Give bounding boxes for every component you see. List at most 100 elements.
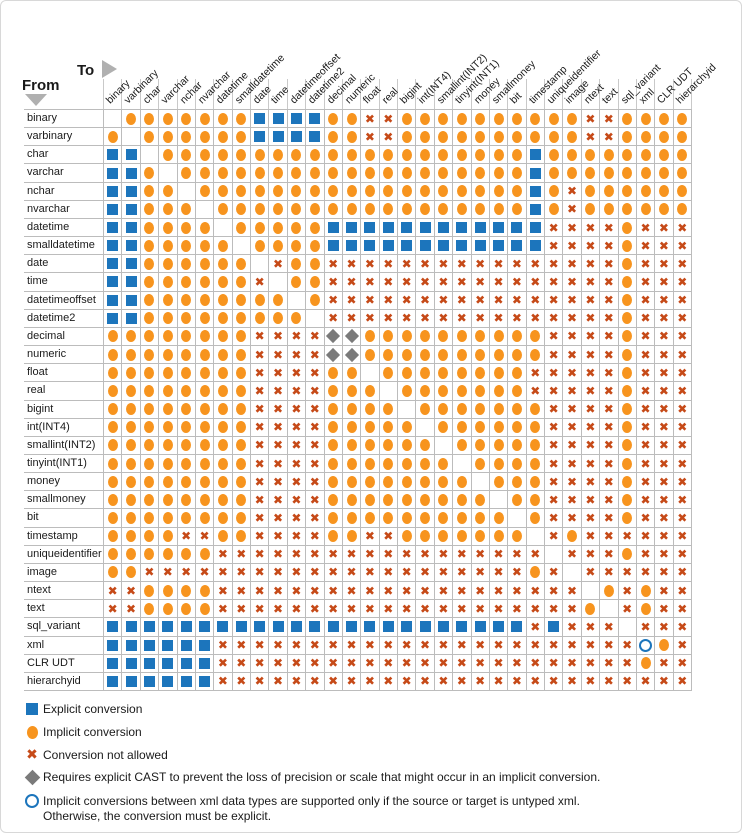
matrix-cell: [233, 382, 250, 399]
explicit-icon: [382, 240, 394, 252]
matrix-cell: [361, 146, 378, 163]
implicit-icon: [511, 348, 522, 361]
matrix-cell: [141, 273, 158, 290]
not-allowed-icon: ✖: [364, 111, 375, 126]
matrix-cell: [122, 183, 139, 200]
not-allowed-icon: ✖: [420, 601, 431, 616]
implicit-icon: [236, 221, 247, 234]
column-tick-line: [323, 79, 325, 109]
matrix-cell: [233, 455, 250, 472]
implicit-icon: [291, 275, 302, 288]
matrix-cell: ✖: [288, 346, 305, 363]
not-allowed-icon: ✖: [217, 674, 228, 689]
matrix-cell: ✖: [490, 310, 507, 327]
matrix-cell: [619, 292, 636, 309]
explicit-icon: [125, 258, 137, 270]
matrix-cell: [251, 110, 268, 127]
implicit-icon: [456, 421, 467, 434]
implicit-icon: [346, 421, 357, 434]
implicit-icon: [456, 130, 467, 143]
matrix-cell: [214, 183, 231, 200]
matrix-cell: ✖: [380, 255, 397, 272]
matrix-cell: ✖: [655, 328, 672, 345]
implicit-icon: [456, 493, 467, 506]
matrix-cell: ✖: [233, 673, 250, 690]
implicit-icon: [364, 512, 375, 525]
not-allowed-icon: ✖: [273, 583, 284, 598]
matrix-cell: [619, 491, 636, 508]
not-allowed-icon: ✖: [254, 674, 265, 689]
matrix-cell: [343, 237, 360, 254]
row-header-timestamp: timestamp: [27, 529, 78, 542]
matrix-cell: [674, 201, 691, 218]
matrix-cell: [361, 346, 378, 363]
matrix-cell: ✖: [674, 546, 691, 563]
matrix-cell: ✖: [251, 364, 268, 381]
not-allowed-icon: ✖: [346, 547, 357, 562]
matrix-cell: ✖: [674, 455, 691, 472]
not-allowed-icon: ✖: [658, 529, 669, 544]
matrix-cell: ✖: [655, 600, 672, 617]
matrix-cell: [233, 183, 250, 200]
not-allowed-icon: ✖: [640, 492, 651, 507]
implicit-icon: [144, 348, 155, 361]
implicit-icon: [346, 130, 357, 143]
matrix-cell: [214, 164, 231, 181]
not-allowed-icon: ✖: [254, 402, 265, 417]
matrix-cell: [453, 419, 470, 436]
matrix-cell: ✖: [545, 528, 562, 545]
matrix-cell: [490, 401, 507, 418]
not-allowed-icon: ✖: [273, 565, 284, 580]
not-allowed-icon: ✖: [548, 238, 559, 253]
matrix-cell: ✖: [563, 673, 580, 690]
not-allowed-icon: ✖: [567, 619, 578, 634]
matrix-cell: ✖: [288, 564, 305, 581]
matrix-cell: ✖: [325, 292, 342, 309]
explicit-icon: [143, 621, 155, 633]
matrix-cell: [196, 128, 213, 145]
matrix-cell: [104, 201, 121, 218]
matrix-cell: ✖: [325, 582, 342, 599]
matrix-cell: ✖: [361, 110, 378, 127]
not-allowed-icon: ✖: [291, 529, 302, 544]
not-allowed-icon: ✖: [383, 129, 394, 144]
matrix-cell: ✖: [655, 655, 672, 672]
matrix-cell: ✖: [435, 310, 452, 327]
not-allowed-icon: ✖: [144, 565, 155, 580]
implicit-icon: [622, 294, 633, 307]
matrix-cell: [178, 364, 195, 381]
matrix-cell: [435, 183, 452, 200]
implicit-icon: [199, 439, 210, 452]
matrix-cell: ✖: [674, 292, 691, 309]
matrix-cell: [159, 455, 176, 472]
matrix-cell: [508, 437, 525, 454]
not-allowed-icon: ✖: [567, 583, 578, 598]
matrix-cell: ✖: [545, 419, 562, 436]
matrix-cell: [104, 364, 121, 381]
matrix-cell: [435, 382, 452, 399]
matrix-cell: ✖: [545, 473, 562, 490]
implicit-icon: [456, 348, 467, 361]
grid-hline: [24, 326, 692, 328]
matrix-cell: ✖: [527, 618, 544, 635]
matrix-cell: [637, 582, 654, 599]
implicit-icon: [126, 112, 137, 125]
not-allowed-icon: ✖: [585, 329, 596, 344]
matrix-cell: ✖: [288, 637, 305, 654]
matrix-cell: [325, 201, 342, 218]
implicit-icon: [199, 493, 210, 506]
implicit-icon: [217, 130, 228, 143]
implicit-icon: [217, 530, 228, 543]
explicit-icon: [162, 639, 174, 651]
explicit-icon: [199, 621, 211, 633]
implicit-icon: [199, 457, 210, 470]
implicit-icon: [438, 421, 449, 434]
implicit-icon: [438, 475, 449, 488]
matrix-cell: [398, 455, 415, 472]
not-allowed-icon: ✖: [567, 511, 578, 526]
explicit-icon: [419, 621, 431, 633]
matrix-cell: ✖: [306, 528, 323, 545]
implicit-icon: [383, 148, 394, 161]
implicit-icon: [126, 512, 137, 525]
matrix-cell: ✖: [563, 382, 580, 399]
